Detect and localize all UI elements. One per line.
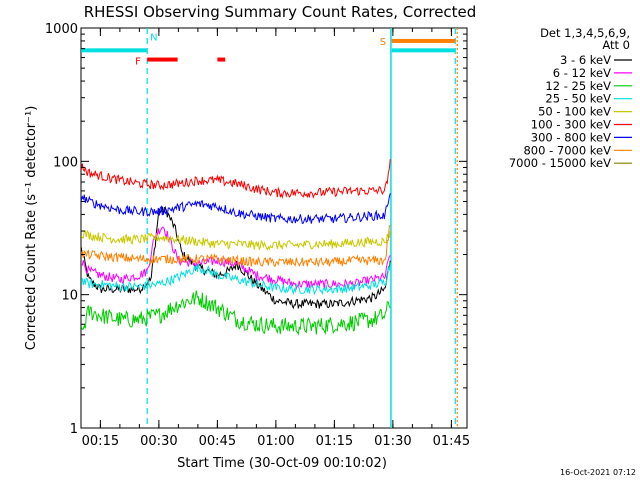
- legend-label-12-25-kev: 12 - 25 keV: [545, 79, 611, 93]
- legend-label-300-800-kev: 300 - 800 keV: [531, 130, 611, 144]
- x-tick-label: 00:30: [140, 434, 177, 449]
- y-tick-label: 1: [70, 422, 78, 437]
- axis-ticks: 1 10 100 1000 00:15 00:30 00:45 01:00 01:15 01:30…: [45, 22, 470, 449]
- legend-header-line-2: Att 0: [602, 38, 630, 52]
- y-tick-label: 10: [61, 289, 78, 304]
- x-tick-label: 00:15: [82, 434, 119, 449]
- legend-label-6-12-kev: 6 - 12 keV: [553, 66, 611, 80]
- flag-bar-f-0: [147, 57, 178, 62]
- series-25-50-kev: [80, 262, 391, 296]
- y-tick-label: 1000: [45, 22, 78, 37]
- flag-bar-n-0: [81, 48, 147, 53]
- series-100-300-kev: [80, 159, 391, 200]
- flag-bar-f-1: [217, 57, 226, 62]
- x-tick-label: 01:30: [374, 434, 411, 449]
- series-50-100-kev: [80, 229, 391, 252]
- flag-letter-f: F: [135, 57, 141, 68]
- y-tick-label: 100: [53, 155, 78, 170]
- flag-letter-n: N: [150, 32, 157, 43]
- series-12-25-kev: [80, 290, 391, 336]
- series-800-7000-kev: [80, 224, 391, 268]
- flag-bars: N S F: [81, 32, 456, 68]
- series-lines: [80, 159, 391, 336]
- series-6-12-kev: [81, 226, 391, 291]
- series-300-800-kev: [80, 193, 391, 225]
- legend-label-100-300-kev: 100 - 300 keV: [531, 118, 611, 132]
- chart-title: RHESSI Observing Summary Count Rates, Co…: [84, 3, 477, 21]
- legend-header-line-1: Det 1,3,4,5,6,9,: [540, 26, 630, 40]
- timestamp: 16-Oct-2021 07:12: [560, 468, 636, 477]
- y-axis-label: Corrected Count Rate (s⁻¹ detector⁻¹): [24, 106, 39, 351]
- x-tick-label: 01:45: [433, 434, 470, 449]
- vertical-markers: [146, 28, 458, 428]
- flag-letter-s: S: [380, 37, 386, 48]
- x-tick-label: 01:00: [257, 434, 294, 449]
- plot-frame: [80, 27, 468, 429]
- flag-bar-n-1: [391, 48, 456, 53]
- x-tick-label: 00:45: [199, 434, 236, 449]
- x-tick-label: 01:15: [316, 434, 353, 449]
- legend-label-7000-15000-kev: 7000 - 15000 keV: [509, 156, 611, 170]
- legend-label-800-7000-kev: 800 - 7000 keV: [523, 143, 611, 157]
- legend-label-25-50-kev: 25 - 50 keV: [545, 92, 611, 106]
- x-axis-label: Start Time (30-Oct-09 00:10:02): [177, 456, 387, 471]
- legend-label-50-100-kev: 50 - 100 keV: [538, 105, 611, 119]
- flag-bar-s-0: [391, 38, 456, 43]
- legend-label-3-6-kev: 3 - 6 keV: [560, 53, 611, 67]
